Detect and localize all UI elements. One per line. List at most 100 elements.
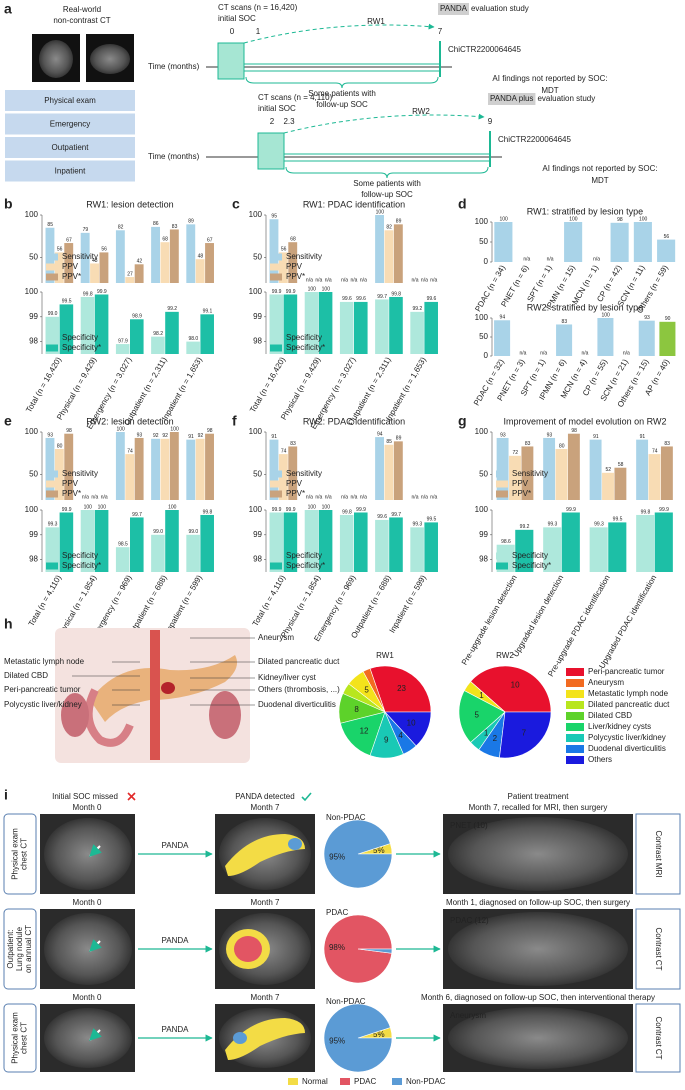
legend-label: Dilated CBD: [588, 711, 632, 720]
seg-non-pdac: [288, 838, 302, 850]
model-label: PANDA: [162, 936, 190, 945]
wedge-label: 8: [354, 705, 359, 714]
followup-text: follow-up SOC: [361, 190, 413, 199]
value-label: 91: [593, 434, 599, 440]
anatomy-label: Others (thrombosis, ...): [258, 685, 340, 694]
value-label: 74: [127, 448, 133, 454]
mdt-text: AI findings not reported by SOC:: [492, 74, 607, 83]
bar: [283, 294, 298, 354]
followup-text: follow-up SOC: [316, 100, 368, 109]
finding-label: PDAC (12): [450, 916, 489, 925]
bar: [494, 320, 511, 356]
value-label: 80: [57, 443, 63, 449]
bar: [195, 259, 205, 283]
legend-label: Aneurysm: [588, 678, 624, 687]
wedge-label: 5%: [373, 1030, 385, 1039]
panel-letter: f: [232, 413, 237, 429]
check-icon: [301, 792, 312, 802]
legend-swatch: [46, 253, 58, 261]
panel-letter: a: [4, 1, 12, 17]
anatomy-label: Aneurysm: [258, 633, 294, 642]
value-label: 99.9: [356, 507, 366, 513]
value-label: 100: [308, 504, 317, 510]
model-label: PANDA: [162, 841, 190, 850]
value-label: n/a: [430, 277, 437, 283]
value-label: 97.9: [118, 338, 128, 344]
setting-box: [5, 90, 135, 111]
value-label: 85: [386, 439, 392, 445]
anatomy-label: Kidney/liver cyst: [258, 673, 317, 682]
value-label: n/a: [360, 494, 367, 500]
value-label: n/a: [341, 494, 348, 500]
wedge-label: 5%: [373, 846, 385, 855]
value-label: 56: [57, 247, 63, 253]
bar: [339, 514, 354, 572]
panel-letter: h: [4, 616, 13, 632]
bar: [354, 512, 368, 572]
value-label: 99.5: [62, 299, 72, 305]
bar: [375, 215, 385, 283]
bar: [304, 292, 319, 354]
legend-label: Specificity: [512, 551, 548, 560]
legend-label: PPV: [62, 262, 79, 271]
legend-label: Duodenal diverticulitis: [588, 744, 666, 753]
chart-title: RW1: stratified by lesion type: [527, 206, 643, 216]
value-label: 99.3: [48, 522, 58, 528]
bar: [384, 444, 394, 500]
x-tick-label: Total (n = 16,420): [248, 355, 287, 414]
value-label: 56: [101, 247, 107, 253]
y-tick-label: 99: [253, 312, 262, 321]
model-label: PANDA: [162, 1025, 190, 1034]
value-label: 67: [207, 237, 213, 243]
bar: [269, 219, 279, 283]
legend-label: PPV*: [62, 489, 81, 498]
pie-wedge: [470, 665, 552, 713]
y-tick-label: 98: [29, 337, 38, 346]
bar: [169, 432, 179, 500]
chart-title: RW1: [376, 651, 394, 660]
bar: [304, 510, 319, 572]
value-label: n/a: [315, 277, 322, 283]
legend-label: Sensitivity: [62, 469, 98, 478]
y-tick-label: 50: [479, 332, 488, 341]
value-label: 98.5: [118, 542, 128, 548]
value-label: 99.8: [203, 509, 213, 515]
month-label: Month 7: [251, 993, 280, 1002]
value-label: n/a: [351, 494, 358, 500]
eval-tag-highlight: [438, 3, 469, 15]
panel-letter: g: [458, 413, 467, 429]
bar: [115, 344, 130, 354]
ct-body: [90, 44, 130, 74]
bar: [567, 433, 580, 500]
value-label: 100: [84, 504, 93, 510]
kidney: [209, 691, 241, 739]
y-tick-label: 100: [25, 287, 39, 296]
setting-label: Inpatient: [55, 167, 86, 176]
modality-tag: [635, 813, 681, 895]
seg-non-pdac: [233, 1032, 247, 1044]
bar: [657, 239, 676, 262]
y-tick-label: 50: [479, 237, 488, 246]
legend-label: PPV*: [286, 272, 305, 281]
bar: [354, 301, 368, 354]
trial-id: ChiCTR2200064645: [448, 45, 521, 54]
wedge-label: 98%: [329, 943, 345, 952]
value-label: n/a: [101, 494, 108, 500]
followup-tissue: [448, 817, 628, 891]
bar: [393, 441, 403, 500]
value-label: n/a: [430, 494, 437, 500]
value-label: 99.7: [377, 294, 387, 300]
wedge-label: 9: [384, 736, 389, 745]
legend-label: Non-PDAC: [406, 1077, 446, 1086]
bar: [115, 230, 125, 283]
value-label: 99.2: [167, 306, 177, 312]
month-label: Month 0: [73, 898, 102, 907]
wedge-label: 23: [397, 684, 406, 693]
legend-swatch: [392, 1078, 402, 1085]
bar: [125, 277, 135, 283]
value-label: 68: [290, 237, 296, 243]
value-label: 68: [162, 237, 168, 243]
bar: [608, 522, 627, 572]
value-label: 27: [127, 271, 133, 277]
bar: [269, 439, 279, 500]
